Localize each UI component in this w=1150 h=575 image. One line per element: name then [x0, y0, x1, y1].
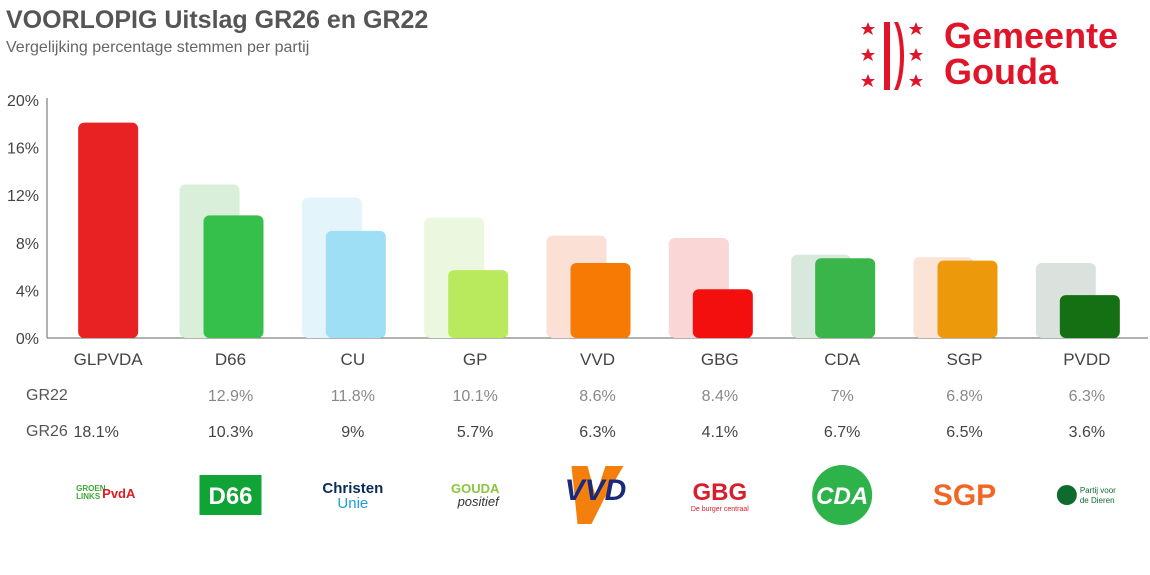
bar-gr26-d66: [203, 215, 264, 338]
data-label-gr26: 3.6%: [1069, 424, 1105, 441]
logo-text: de Dieren: [1080, 496, 1115, 505]
data-label-gr26: 10.3%: [208, 424, 253, 441]
logo-text: GOUDA: [451, 481, 500, 496]
logo-text: Unie: [337, 495, 368, 512]
logo-text: SGP: [933, 479, 996, 512]
chart-title: VOORLOPIG Uitslag GR26 en GR22: [6, 6, 429, 34]
gemeente-gouda-logo: Gemeente Gouda: [858, 18, 1148, 94]
logo-circle: [1056, 485, 1077, 505]
y-tick-label: 20%: [7, 93, 39, 110]
y-tick-label: 0%: [16, 331, 39, 348]
data-label-gr26: 9%: [341, 424, 364, 441]
logo-text: CDA: [816, 483, 868, 510]
bar-gr26-glpvda: [78, 122, 139, 338]
data-label-gr22: 11.8%: [331, 388, 375, 405]
bar-gr26-pvdd: [1059, 295, 1120, 338]
row-label-gr22: GR22: [26, 387, 68, 404]
logo-text: positief: [457, 494, 501, 509]
logo-text: Christen: [322, 480, 383, 497]
data-label-gr22: 10.1%: [452, 388, 497, 405]
data-label-gr22: 7%: [831, 388, 854, 405]
logo-text-line2: Gouda: [944, 51, 1058, 92]
logo-bg: [199, 475, 262, 515]
x-tick-label: SGP: [947, 350, 983, 369]
logo-circle: [812, 465, 873, 525]
bar-gr26-cu: [325, 230, 386, 338]
gouda-stars-emblem-icon: [861, 22, 923, 90]
logo-text: De burger centraal: [691, 506, 749, 513]
data-label-gr26: 5.7%: [457, 424, 493, 441]
chart-subtitle: Vergelijking percentage stemmen per part…: [6, 39, 310, 56]
bar-gr26-gp: [448, 270, 509, 338]
data-label-gr26: 6.3%: [579, 424, 615, 441]
y-tick-label: 8%: [16, 236, 39, 253]
x-tick-label: CU: [341, 350, 366, 369]
data-label-gr22: 8.4%: [702, 388, 738, 405]
logo-shape: [571, 466, 624, 524]
y-tick-label: 16%: [7, 141, 39, 158]
logo-text-line1: Gemeente: [944, 15, 1119, 56]
vvd-logo-icon: VVD: [565, 466, 627, 524]
data-label-gr22: 6.8%: [946, 388, 982, 405]
bar-gr26-sgp: [937, 260, 998, 338]
x-tick-label: D66: [215, 350, 246, 369]
data-label-gr22: 8.6%: [579, 388, 615, 405]
data-label-gr26: 6.5%: [946, 424, 982, 441]
cda-logo-icon: CDA: [812, 465, 873, 525]
x-tick-label: CDA: [824, 350, 861, 369]
data-label-gr22: 12.9%: [208, 388, 253, 405]
bar-gr26-gbg: [692, 289, 753, 338]
x-tick-label: GP: [463, 350, 488, 369]
sgp-logo-icon: SGP: [933, 479, 996, 512]
data-label-gr26: 6.7%: [824, 424, 860, 441]
logo-text: GBG: [692, 479, 747, 506]
x-tick-label: GLPVDA: [74, 350, 144, 369]
logo-text: D66: [208, 483, 252, 510]
logo-text: LINKS: [76, 492, 101, 501]
y-tick-label: 12%: [7, 188, 39, 205]
logo-text: GROEN: [76, 484, 106, 493]
y-tick-label: 4%: [16, 283, 39, 300]
logo-text: PvdA: [102, 486, 136, 501]
logo-text: VVD: [565, 474, 627, 507]
x-tick-label: GBG: [701, 350, 739, 369]
row-label-gr26: GR26: [26, 423, 68, 440]
x-tick-label: PVDD: [1063, 350, 1110, 369]
logo-text: Gemeente Gouda: [944, 18, 1118, 90]
data-label-gr22: 6.3%: [1069, 388, 1105, 405]
bar-gr26-cda: [815, 258, 876, 338]
bar-gr26-vvd: [570, 263, 631, 338]
logo-text: Partij voor: [1080, 486, 1116, 495]
data-label-gr26: 4.1%: [702, 424, 738, 441]
data-label-gr26: 18.1%: [73, 424, 118, 441]
d66-logo-icon: D66: [199, 475, 262, 515]
x-tick-label: VVD: [580, 350, 615, 369]
